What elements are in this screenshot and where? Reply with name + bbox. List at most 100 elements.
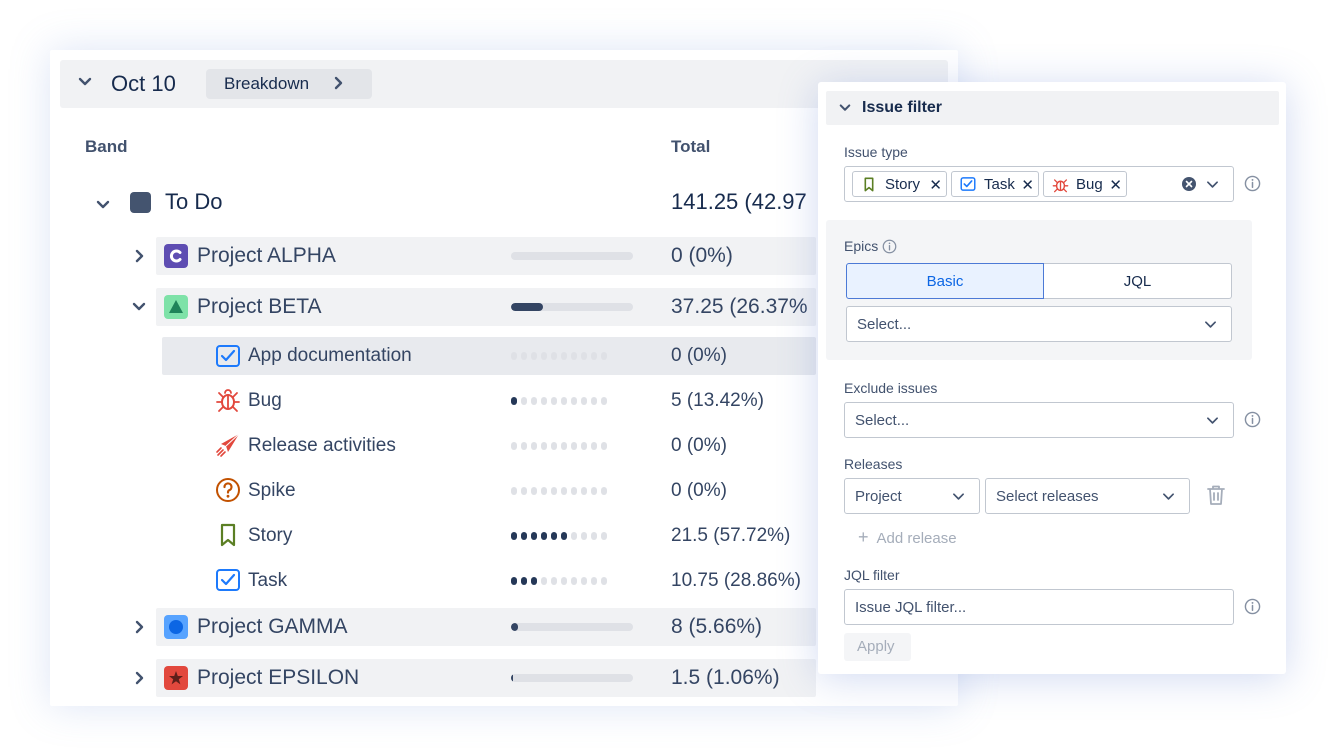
dot-meter — [511, 577, 607, 585]
checkbox-icon — [216, 345, 240, 367]
report-panel: Oct 10 Breakdown Band Total To Do 141.25… — [50, 50, 958, 706]
column-header-band[interactable]: Band — [85, 137, 128, 156]
meter-dot — [601, 442, 607, 450]
issue-type-label: Task — [248, 570, 288, 591]
meter-dot — [531, 397, 537, 405]
project-label: Project ALPHA — [197, 244, 336, 267]
releases-project-select[interactable]: Project — [844, 478, 980, 514]
issue-type-multiselect[interactable]: Story ✕ Task ✕ Bug ✕ — [844, 166, 1234, 202]
issue-type-label: Release activities — [248, 435, 396, 456]
releases-label: Releases — [844, 456, 903, 472]
chip-story: Story ✕ — [852, 171, 947, 197]
meter-dot — [561, 352, 567, 360]
column-header-total[interactable]: Total — [671, 137, 711, 156]
epics-tab-basic[interactable]: Basic — [846, 263, 1044, 299]
info-icon[interactable] — [882, 239, 897, 254]
apply-label: Apply — [857, 638, 895, 655]
meter-dot — [541, 532, 547, 540]
issue-type-value: 0 (0%) — [671, 345, 727, 366]
project-beta-icon — [164, 295, 188, 319]
info-icon[interactable] — [1244, 598, 1261, 615]
row-background — [156, 659, 816, 697]
issue-type-label: Issue type — [844, 144, 908, 160]
meter-dot — [511, 487, 517, 495]
meter-dot — [591, 352, 597, 360]
chevron-down-icon[interactable] — [96, 198, 110, 212]
info-icon[interactable] — [1244, 175, 1261, 192]
meter-dot — [531, 577, 537, 585]
meter-dot — [601, 532, 607, 540]
meter-dot — [541, 442, 547, 450]
meter-dot — [551, 532, 557, 540]
meter-dot — [581, 577, 587, 585]
chevron-down-icon[interactable] — [132, 300, 146, 314]
meter-dot — [511, 397, 517, 405]
chevron-right-icon[interactable] — [133, 671, 145, 685]
epics-select[interactable]: Select... — [846, 306, 1232, 342]
exclude-issues-select[interactable]: Select... — [844, 402, 1234, 438]
info-icon[interactable] — [1244, 411, 1261, 428]
meter-dot — [541, 487, 547, 495]
breakdown-button[interactable]: Breakdown — [206, 69, 372, 99]
dot-meter — [511, 352, 607, 360]
meter-dot — [551, 352, 557, 360]
issue-type-label: Spike — [248, 480, 296, 501]
jql-filter-input[interactable]: Issue JQL filter... — [844, 589, 1234, 625]
progress-bar — [511, 252, 633, 260]
remove-chip-icon[interactable]: ✕ — [1109, 177, 1122, 194]
issue-type-label: Story — [248, 525, 293, 546]
project-epsilon-icon — [164, 666, 188, 690]
chip-label: Task — [984, 176, 1015, 193]
chevron-down-icon — [1207, 417, 1218, 424]
meter-dot — [531, 487, 537, 495]
meter-dot — [591, 397, 597, 405]
meter-dot — [601, 352, 607, 360]
meter-dot — [531, 352, 537, 360]
jql-placeholder: Issue JQL filter... — [855, 599, 967, 616]
project-label: Project EPSILON — [197, 666, 360, 689]
chevron-down-icon[interactable] — [78, 75, 92, 89]
clear-icon[interactable] — [1182, 177, 1196, 191]
chip-label: Bug — [1076, 176, 1103, 193]
chip-task: Task ✕ — [951, 171, 1039, 197]
apply-button[interactable]: Apply — [844, 633, 911, 661]
project-label: Project GAMMA — [197, 615, 348, 638]
meter-dot — [571, 352, 577, 360]
chevron-right-icon[interactable] — [133, 249, 145, 263]
question-icon — [216, 478, 240, 502]
row-background — [156, 237, 816, 275]
remove-chip-icon[interactable]: ✕ — [929, 177, 942, 194]
trash-icon[interactable] — [1206, 484, 1226, 506]
meter-dot — [521, 352, 527, 360]
meter-dot — [531, 532, 537, 540]
bug-icon — [216, 389, 240, 412]
meter-dot — [511, 442, 517, 450]
meter-dot — [561, 442, 567, 450]
chevron-right-icon[interactable] — [133, 620, 145, 634]
project-value: 8 (5.66%) — [671, 615, 763, 638]
remove-chip-icon[interactable]: ✕ — [1021, 177, 1034, 194]
dot-meter — [511, 442, 607, 450]
issue-filter-title: Issue filter — [862, 99, 943, 116]
chevron-down-icon[interactable] — [1206, 180, 1219, 190]
issue-type-value: 5 (13.42%) — [671, 390, 764, 411]
meter-dot — [541, 577, 547, 585]
progress-bar — [511, 674, 633, 682]
meter-dot — [601, 397, 607, 405]
epics-tab-jql[interactable]: JQL — [1044, 263, 1232, 299]
dot-meter — [511, 397, 607, 405]
progress-bar — [511, 303, 633, 311]
issue-type-value: 21.5 (57.72%) — [671, 525, 791, 546]
chevron-down-icon[interactable] — [839, 102, 851, 114]
meter-dot — [571, 397, 577, 405]
meter-dot — [551, 487, 557, 495]
issue-type-label: App documentation — [248, 345, 412, 366]
issue-filter-header[interactable]: Issue filter — [826, 91, 1279, 125]
chevron-right-icon — [334, 76, 343, 90]
add-release-button[interactable]: + Add release — [858, 527, 957, 548]
meter-dot — [531, 442, 537, 450]
issue-filter-panel: Issue filter Issue type Story ✕ Task ✕ B… — [818, 82, 1286, 674]
breakdown-label: Breakdown — [224, 74, 310, 93]
meter-dot — [511, 352, 517, 360]
releases-select[interactable]: Select releases — [985, 478, 1190, 514]
